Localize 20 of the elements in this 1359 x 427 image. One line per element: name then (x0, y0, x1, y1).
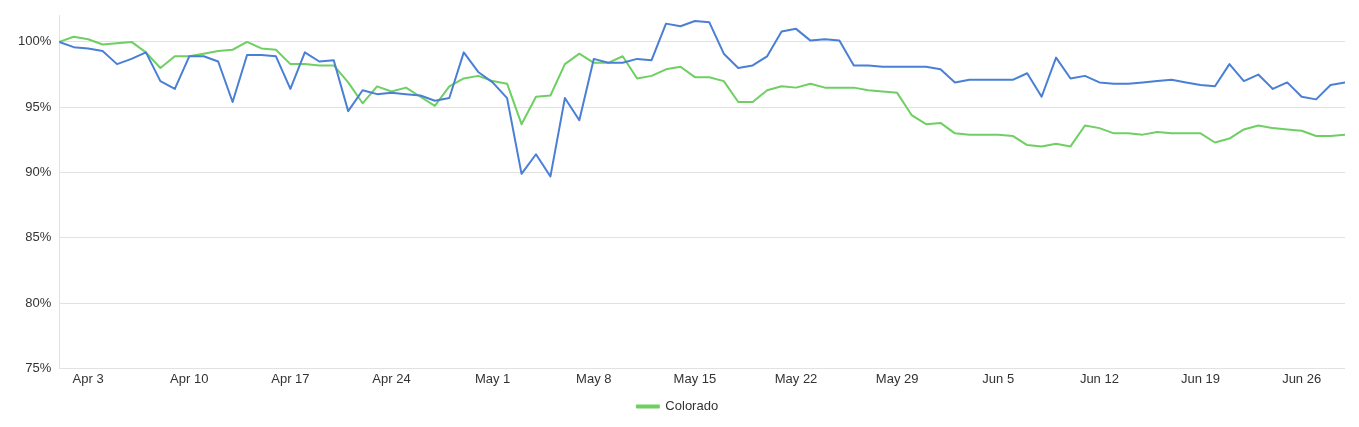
x-tick-label: May 1 (474, 370, 511, 386)
y-tick-label: 95% (25, 98, 52, 114)
x-tick-label: Jun 26 (1282, 370, 1322, 386)
legend-label: Colorado (665, 398, 719, 414)
x-tick-label: May 15 (673, 370, 717, 386)
x-tick-label: Jun 19 (1181, 370, 1221, 386)
y-tick-label: 100% (18, 33, 52, 49)
y-tick-label: 80% (25, 294, 52, 310)
x-tick-label: Jun 5 (982, 370, 1015, 386)
x-tick-label: May 29 (875, 370, 919, 386)
x-tick-label: Apr 3 (72, 370, 104, 386)
x-tick-label: Apr 17 (271, 370, 310, 386)
x-tick-label: Apr 24 (372, 370, 411, 386)
y-tick-label: 85% (25, 229, 52, 245)
x-tick-label: May 22 (774, 370, 818, 386)
x-tick-label: Apr 10 (170, 370, 209, 386)
x-tick-label: May 8 (576, 370, 612, 386)
x-tick-label: Jun 12 (1079, 370, 1119, 386)
y-tick-label: 90% (25, 164, 52, 180)
y-tick-label: 75% (25, 359, 52, 375)
